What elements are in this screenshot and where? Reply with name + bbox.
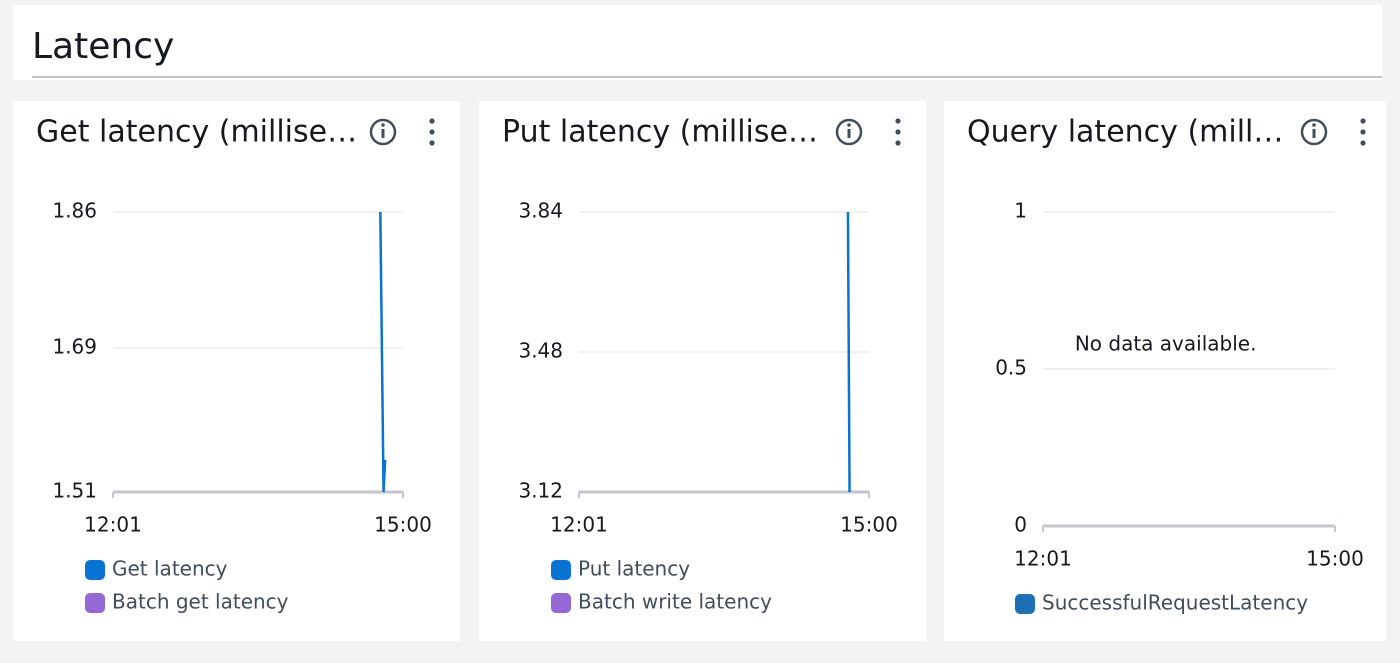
y-tick-label: 0.5 [995, 356, 1027, 380]
menu-dot[interactable] [895, 129, 901, 135]
legend-label: SuccessfulRequestLatency [1042, 591, 1308, 615]
legend-swatch [1015, 594, 1035, 614]
info-icon-dot [381, 123, 385, 127]
x-tick-label: 15:00 [1306, 547, 1364, 571]
info-icon[interactable] [1300, 118, 1328, 146]
legend-swatch [85, 560, 105, 580]
menu-dot[interactable] [1360, 129, 1366, 135]
chart-panel [944, 101, 1386, 641]
info-icon-mark [1312, 129, 1316, 138]
info-icon-dot [847, 123, 851, 127]
info-icon-mark [381, 129, 385, 138]
legend-swatch [85, 593, 105, 613]
legend-label: Put latency [578, 557, 690, 581]
x-tick-label: 12:01 [1014, 547, 1072, 571]
y-tick-label: 3.12 [518, 479, 563, 503]
y-tick-label: 1.86 [52, 199, 97, 223]
menu-dot[interactable] [429, 129, 435, 135]
legend-label: Get latency [112, 557, 228, 581]
menu-dot[interactable] [429, 140, 435, 146]
legend-swatch [551, 560, 571, 580]
menu-dot[interactable] [1360, 118, 1366, 124]
y-tick-label: 1 [1014, 199, 1027, 223]
x-tick-label: 12:01 [550, 513, 608, 537]
panel-title: Query latency (mill… [967, 115, 1283, 150]
section-title: Latency [32, 26, 174, 67]
menu-dot[interactable] [429, 118, 435, 124]
header-panel [13, 5, 1382, 80]
y-tick-label: 1.51 [52, 479, 97, 503]
panel-title: Put latency (millise… [502, 115, 818, 150]
data-line [379, 211, 387, 493]
info-icon[interactable] [369, 118, 397, 146]
chart-panel [13, 101, 460, 641]
y-tick-label: 1.69 [52, 335, 97, 359]
data-line [846, 211, 851, 493]
x-tick-label: 12:01 [84, 513, 142, 537]
menu-dot[interactable] [895, 140, 901, 146]
x-tick-label: 15:00 [374, 513, 432, 537]
y-tick-label: 3.48 [518, 339, 563, 363]
x-tick-label: 15:00 [840, 513, 898, 537]
legend-swatch [551, 593, 571, 613]
menu-dot[interactable] [895, 118, 901, 124]
legend-label: Batch write latency [578, 590, 772, 614]
info-icon-mark [847, 129, 851, 138]
chart-panel [479, 101, 926, 641]
y-tick-label: 0 [1014, 513, 1027, 537]
info-icon-dot [1312, 123, 1316, 127]
menu-dot[interactable] [1360, 140, 1366, 146]
y-tick-label: 3.84 [518, 199, 563, 223]
info-icon[interactable] [835, 118, 863, 146]
no-data-message: No data available. [1075, 332, 1257, 356]
panel-title: Get latency (millise… [36, 115, 357, 150]
legend-label: Batch get latency [112, 590, 289, 614]
